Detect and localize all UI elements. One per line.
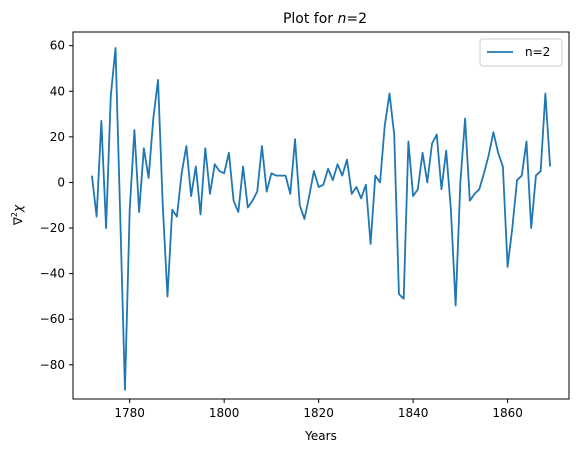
plot-area: 1780 1800 1820 1840 1860 −80 −60 −40 −20 0 20 40 60: [40, 31, 570, 420]
y-axis-ticks: −80 −60 −40 −20 0 20 40 60: [40, 39, 73, 372]
y-tick-label: 20: [50, 130, 65, 144]
y-tick-label: −20: [40, 221, 65, 235]
series-line-n2: [91, 47, 551, 391]
x-tick-label: 1800: [209, 406, 240, 420]
x-axis-label: Years: [304, 429, 337, 443]
y-tick-label: −40: [40, 267, 65, 281]
y-tick-label: −60: [40, 312, 65, 326]
y-tick-label: −80: [40, 358, 65, 372]
legend-box: [479, 38, 563, 67]
y-axis-label: ∇2χ: [10, 204, 25, 226]
y-tick-label: 0: [57, 175, 65, 189]
x-tick-label: 1840: [398, 406, 429, 420]
axes-frame: [72, 31, 570, 400]
legend: n=2: [479, 38, 563, 67]
x-tick-label: 1820: [303, 406, 334, 420]
x-tick-label: 1780: [114, 406, 145, 420]
y-tick-label: 40: [50, 84, 65, 98]
legend-label: n=2: [525, 45, 550, 59]
x-tick-label: 1860: [492, 406, 523, 420]
y-tick-label: 60: [50, 39, 65, 53]
chart-title: Plot for n=2: [283, 11, 367, 27]
x-axis-ticks: 1780 1800 1820 1840 1860: [114, 399, 523, 420]
